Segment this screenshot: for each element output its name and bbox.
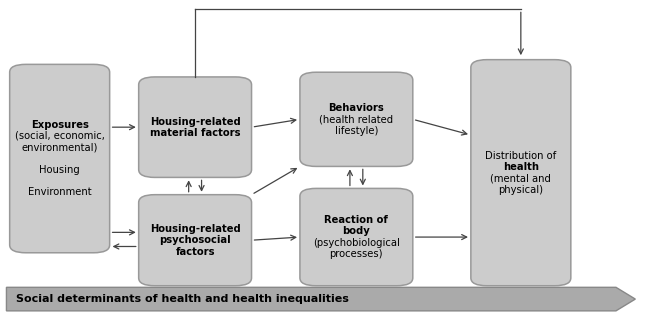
Text: Housing: Housing <box>39 165 80 175</box>
Text: (health related: (health related <box>319 114 393 124</box>
Text: Environment: Environment <box>28 187 92 198</box>
FancyBboxPatch shape <box>471 60 571 286</box>
FancyBboxPatch shape <box>300 188 413 286</box>
Text: health: health <box>503 162 539 172</box>
Text: Reaction of: Reaction of <box>324 215 388 225</box>
FancyBboxPatch shape <box>10 64 110 253</box>
Polygon shape <box>6 287 635 311</box>
FancyBboxPatch shape <box>300 72 413 166</box>
Text: body: body <box>342 226 370 236</box>
Text: material factors: material factors <box>150 128 241 138</box>
Text: Social determinants of health and health inequalities: Social determinants of health and health… <box>16 294 349 304</box>
Text: Housing-related: Housing-related <box>150 116 241 127</box>
Text: (psychobiological: (psychobiological <box>313 238 400 248</box>
Text: (mental and: (mental and <box>490 173 551 183</box>
FancyBboxPatch shape <box>139 195 252 286</box>
FancyBboxPatch shape <box>139 77 252 177</box>
Text: (social, economic,: (social, economic, <box>15 131 104 141</box>
Text: Housing-related: Housing-related <box>150 224 241 234</box>
Text: Exposures: Exposures <box>31 120 88 130</box>
Text: psychosocial: psychosocial <box>159 235 231 245</box>
Text: Distribution of: Distribution of <box>485 151 557 161</box>
Text: environmental): environmental) <box>21 142 98 152</box>
Text: physical): physical) <box>499 185 543 195</box>
Text: factors: factors <box>175 246 215 257</box>
Text: lifestyle): lifestyle) <box>335 126 378 136</box>
Text: Behaviors: Behaviors <box>328 103 384 113</box>
Text: processes): processes) <box>330 249 383 259</box>
